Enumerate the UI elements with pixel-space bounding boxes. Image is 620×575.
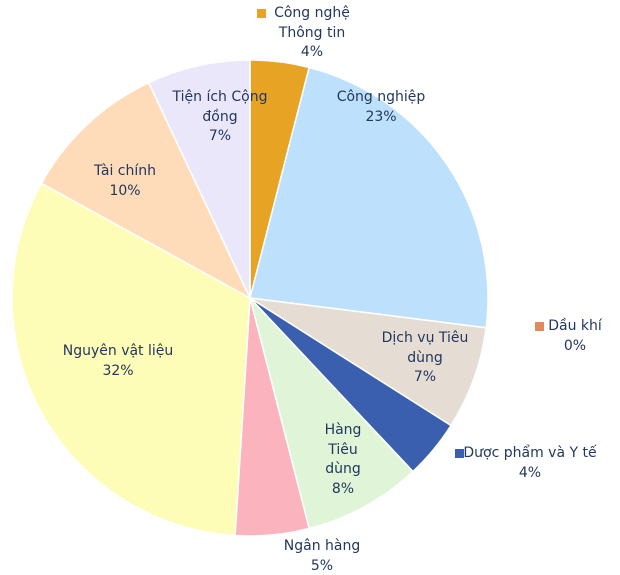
value-label: 0% bbox=[563, 337, 587, 354]
slice bbox=[249, 66, 489, 329]
value-label: 23% bbox=[365, 108, 397, 125]
slice-label: Ngân hàng 5% bbox=[262, 537, 382, 575]
legend-swatch bbox=[257, 9, 266, 18]
category-label: Công nghiệp bbox=[336, 89, 426, 105]
slice bbox=[11, 182, 251, 537]
category-label: Hàng Tiêu dùng bbox=[324, 422, 362, 477]
slice-label: Công nghệ Thông tin 4% bbox=[262, 4, 362, 63]
slice bbox=[249, 297, 414, 530]
value-label: 4% bbox=[518, 464, 542, 481]
slice bbox=[40, 81, 252, 300]
slice-label: Dược phẩm và Y tế 4% bbox=[460, 444, 600, 483]
slice-label: Dịch vụ Tiêu dùng 7% bbox=[370, 329, 480, 388]
legend-swatch bbox=[455, 449, 464, 458]
slice bbox=[147, 59, 251, 299]
value-label: 7% bbox=[413, 369, 437, 385]
value-label: 32% bbox=[102, 362, 134, 379]
category-label: Tài chính bbox=[93, 163, 157, 179]
category-label: Dược phẩm và Y tế bbox=[463, 445, 597, 461]
slice-label: Dầu khí 0% bbox=[540, 317, 610, 356]
category-label: Tiện ích Cộng đồng bbox=[172, 89, 268, 125]
value-label: 8% bbox=[331, 480, 355, 497]
category-label: Dầu khí bbox=[548, 318, 602, 334]
category-label: Nguyên vật liệu bbox=[62, 343, 174, 359]
value-label: 4% bbox=[300, 44, 324, 60]
category-label: Ngân hàng bbox=[283, 538, 361, 554]
category-label: Dịch vụ Tiêu dùng bbox=[381, 330, 469, 366]
category-label: Công nghệ Thông tin bbox=[274, 5, 350, 41]
slice bbox=[249, 297, 487, 427]
value-label: 5% bbox=[310, 557, 334, 574]
slice-label: Hàng Tiêu dùng 8% bbox=[318, 421, 368, 499]
slice-label: Tiện ích Cộng đồng 7% bbox=[170, 88, 270, 147]
slice-label: Tài chính 10% bbox=[75, 162, 175, 201]
slice-label: Công nghiệp 23% bbox=[321, 88, 441, 127]
value-label: 10% bbox=[109, 182, 141, 199]
slice-label: Nguyên vật liệu 32% bbox=[48, 342, 188, 381]
value-label: 7% bbox=[208, 128, 232, 144]
legend-swatch bbox=[535, 322, 544, 331]
